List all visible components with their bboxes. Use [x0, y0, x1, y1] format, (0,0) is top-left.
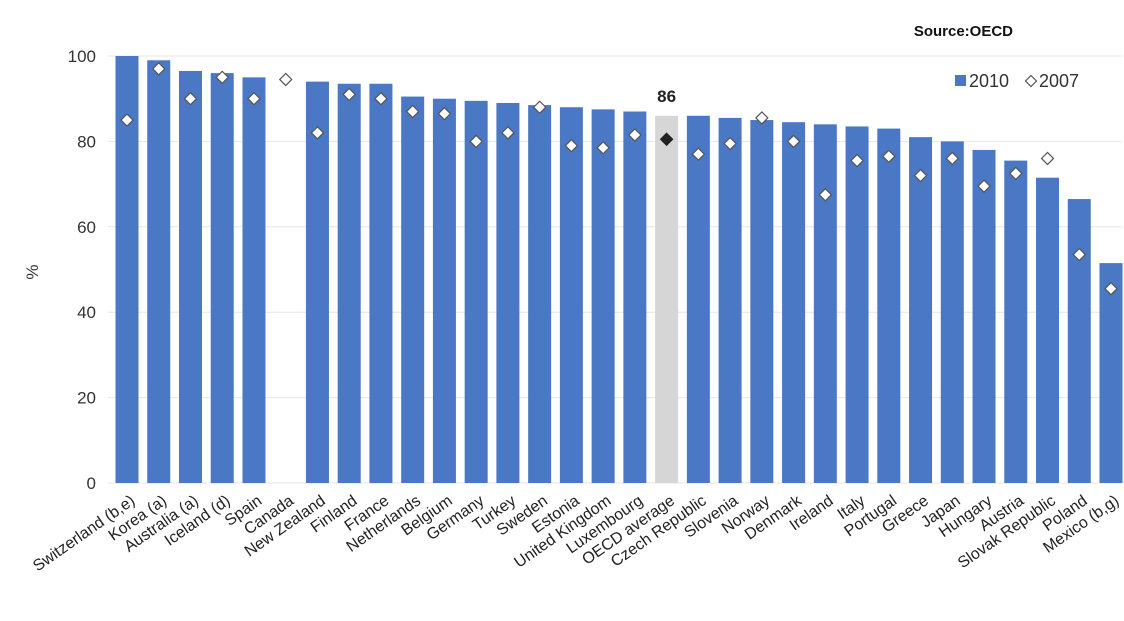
marker-2007 — [374, 91, 388, 106]
marker-2007 — [1008, 166, 1023, 181]
marker-2007 — [501, 126, 515, 140]
bar-2010 — [877, 128, 901, 483]
bar-2010 — [623, 111, 647, 483]
marker-2007 — [215, 70, 230, 85]
marker-2007 — [723, 136, 737, 151]
bar-2010 — [432, 98, 456, 483]
bar-2010 — [305, 81, 329, 484]
bar-2010 — [718, 117, 742, 483]
bar-2010 — [782, 122, 806, 483]
bar-2010 — [337, 83, 361, 483]
bar-2010 — [686, 115, 710, 483]
marker-2007 — [691, 147, 706, 162]
bar-2010 — [909, 137, 933, 483]
legend: 2010 2007 — [955, 71, 1079, 91]
marker-2007 — [310, 126, 325, 140]
marker-2007 — [628, 128, 642, 142]
legend-label-2010: 2010 — [969, 71, 1009, 91]
marker-2007 — [532, 100, 547, 115]
marker-2007 — [1104, 281, 1118, 296]
marker-2007 — [183, 91, 198, 106]
legend-swatch-2010 — [955, 75, 966, 86]
y-tick-label: 0 — [87, 474, 96, 493]
marker-2007 — [437, 106, 452, 121]
marker-2007 — [342, 87, 357, 102]
markers-2007 — [120, 61, 1118, 296]
marker-2007 — [247, 91, 261, 106]
bar-2010 — [1067, 199, 1091, 484]
highlight-data-label: 86 — [657, 87, 676, 106]
marker-2007 — [913, 168, 928, 183]
bar-2010 — [1099, 263, 1123, 483]
bars — [115, 56, 1123, 484]
bar-2010 — [210, 73, 234, 483]
marker-2007 — [278, 72, 293, 87]
marker-2007 — [405, 104, 420, 119]
marker-2007 — [945, 151, 960, 166]
bar-2010 — [591, 109, 615, 483]
y-tick-label: 80 — [77, 132, 96, 151]
marker-2007 — [881, 149, 896, 164]
y-tick-label: 100 — [68, 47, 96, 66]
y-tick-label: 60 — [77, 218, 96, 237]
bar-2010 — [464, 100, 488, 484]
marker-2007 — [120, 113, 134, 127]
bar-2010 — [972, 149, 996, 483]
y-tick-label: 20 — [77, 389, 96, 408]
bar-2010 — [369, 83, 393, 483]
marker-2007 — [818, 187, 833, 202]
marker-2007 — [850, 153, 864, 168]
marker-2007 — [786, 134, 801, 149]
bar-2010 — [1036, 177, 1060, 483]
bar-2010 — [1004, 160, 1028, 484]
y-axis: 0 20 40 60 80 100 — [68, 47, 96, 493]
marker-2007 — [596, 140, 610, 155]
bar-2010 — [178, 70, 202, 483]
legend-label-2007: 2007 — [1039, 71, 1079, 91]
marker-2007 — [1072, 247, 1087, 262]
bar-2010 — [559, 107, 583, 484]
y-axis-label: % — [23, 264, 42, 279]
bar-2010 — [940, 141, 964, 483]
marker-2007 — [151, 61, 166, 76]
bar-2010 — [242, 77, 266, 483]
marker-2007 — [754, 111, 769, 125]
y-tick-label: 40 — [77, 303, 96, 322]
bar-2010 — [845, 126, 869, 483]
bar-2010 — [401, 96, 425, 483]
marker-2007 — [1040, 151, 1055, 166]
x-axis: Switzerland (b,e)Korea (a)Australia (a)I… — [30, 492, 1122, 575]
bar-2010 — [813, 124, 837, 483]
marker-2007 — [469, 134, 484, 149]
marker-2007 — [977, 179, 991, 194]
bar-2010 — [147, 60, 171, 484]
marker-2007 — [564, 138, 579, 153]
bar-2010 — [528, 105, 552, 483]
bar-2010 — [496, 102, 520, 483]
marker-2007 — [659, 132, 674, 147]
bar-2010 — [115, 56, 139, 483]
bar-2010 — [750, 120, 774, 484]
source-note: Source:OECD — [914, 23, 1013, 40]
bar-oecd-average — [655, 115, 679, 483]
legend-swatch-2007 — [1024, 74, 1038, 88]
